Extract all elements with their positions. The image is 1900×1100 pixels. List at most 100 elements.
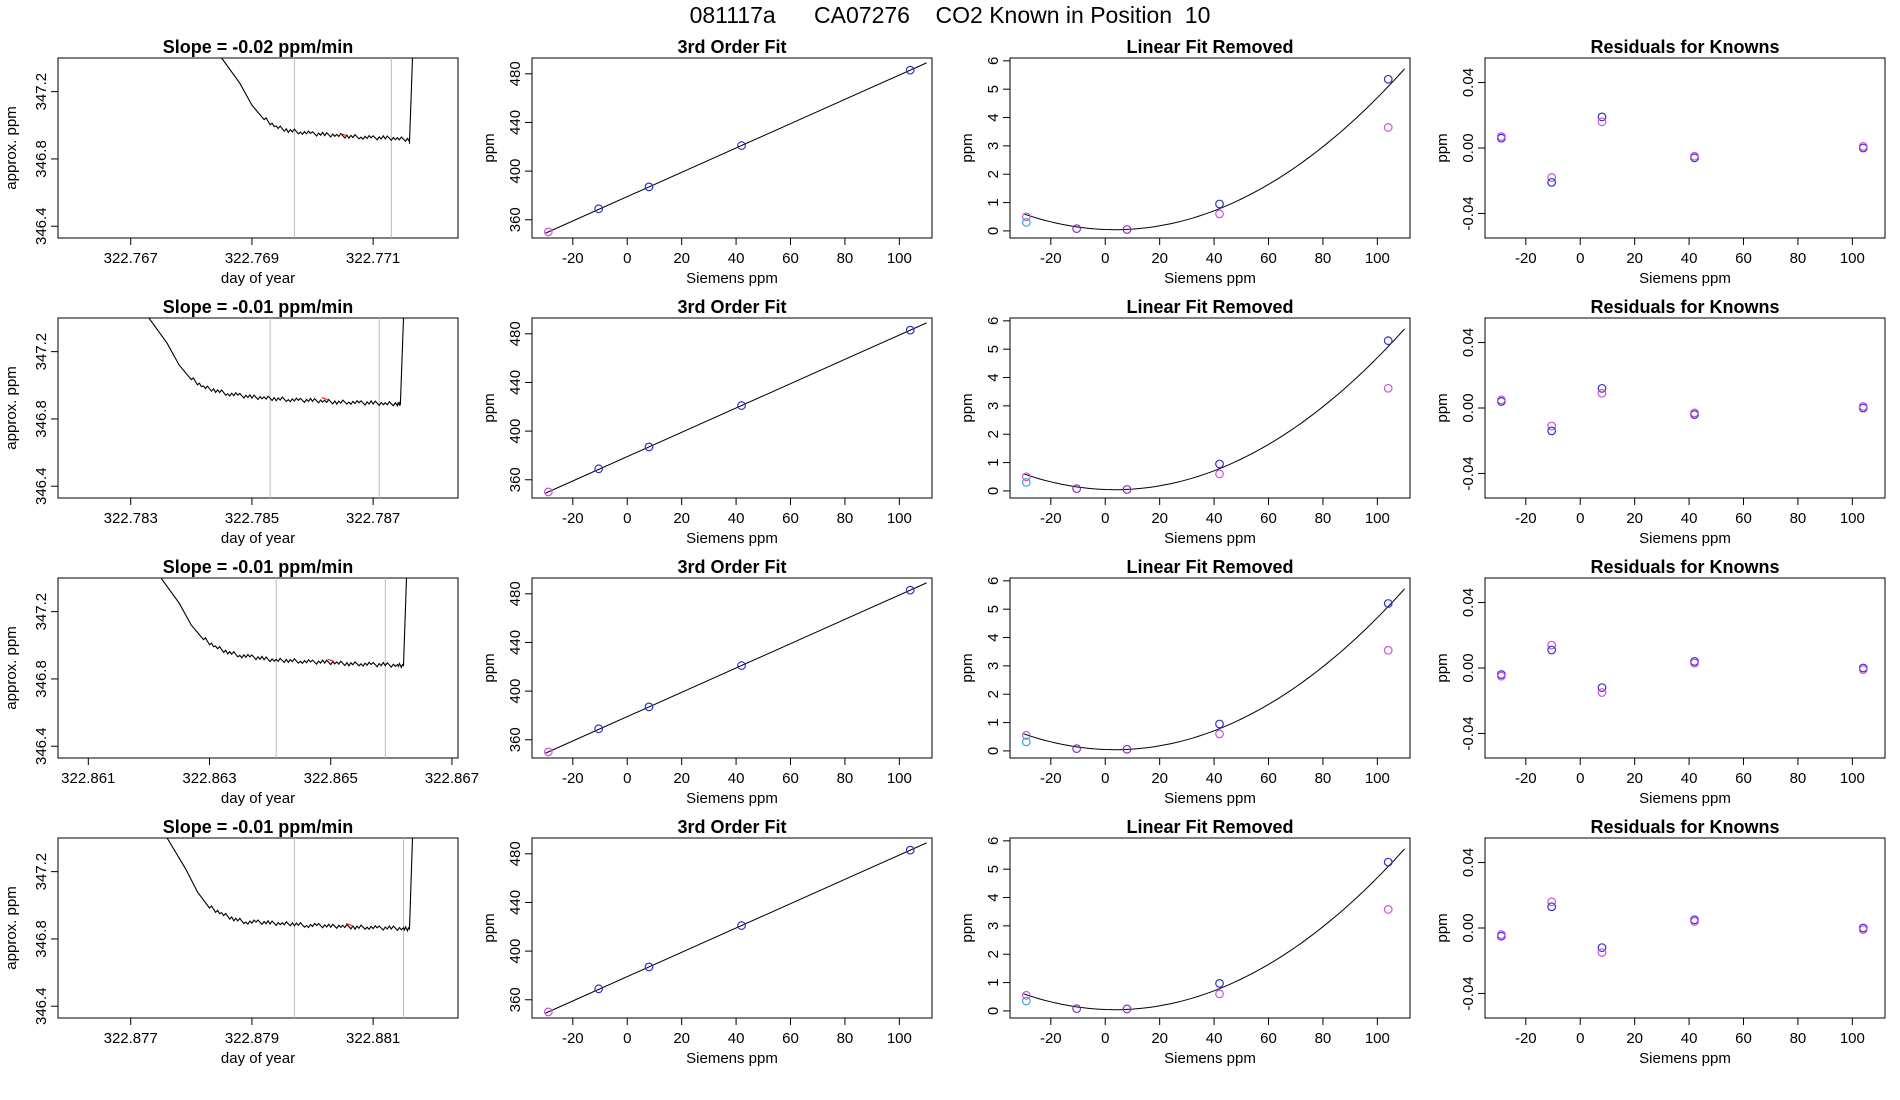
x-tick-label: -20	[1515, 250, 1537, 267]
x-tick-label: 40	[728, 1030, 745, 1047]
x-axis-label: Siemens ppm	[1639, 1050, 1731, 1067]
plot-area	[1021, 68, 1405, 234]
x-tick-label: 100	[1840, 1030, 1865, 1047]
x-tick-label: -20	[1040, 770, 1062, 787]
y-tick-label: 346.8	[33, 400, 50, 438]
y-axis-label: approx. ppm	[3, 366, 20, 449]
x-tick-label: 100	[1840, 250, 1865, 267]
plot-frame	[1484, 317, 1886, 499]
plot-area	[543, 842, 927, 1017]
y-axis-label: ppm	[1434, 133, 1451, 162]
plot-area	[1021, 328, 1405, 494]
y-tick-label: 346.4	[33, 987, 50, 1025]
x-tick-label: 40	[1206, 250, 1223, 267]
x-tick-label: 20	[1626, 250, 1643, 267]
panel-r3c4: Residuals for Knowns -20 0 20 40 60 80 100 -0.04…	[1434, 557, 1886, 807]
data-point	[1858, 401, 1868, 411]
y-tick-label: 0.00	[1460, 393, 1477, 422]
average-marker	[327, 658, 334, 662]
data-point	[1597, 948, 1607, 957]
y-axis-label: ppm	[1434, 393, 1451, 422]
x-tick-label: 80	[837, 510, 854, 527]
data-point	[1215, 459, 1224, 469]
y-axis-label: ppm	[481, 393, 498, 422]
fit-line	[545, 582, 927, 754]
y-tick-label: 6	[985, 577, 1002, 585]
x-axis-label: Siemens ppm	[686, 790, 778, 807]
panel-title: Linear Fit Removed	[1126, 297, 1293, 317]
concentration-trace	[221, 58, 414, 144]
y-tick-label: 1	[985, 198, 1002, 206]
x-tick-label: 40	[728, 250, 745, 267]
x-tick-label: -20	[562, 510, 584, 527]
x-tick-label: 60	[1260, 770, 1277, 787]
panel-title: 3rd Order Fit	[677, 297, 786, 317]
x-axis-label: day of year	[221, 1050, 295, 1067]
fit-line	[545, 62, 927, 234]
y-tick-label: 2	[985, 170, 1002, 178]
data-point	[1021, 472, 1031, 482]
panel-r1c3: Linear Fit Removed -20 0 20 40 60 80 100 0 1 2 3 4 5 6…	[959, 37, 1411, 287]
panel-r3c2: 3rd Order Fit -20 0 20 40 60 80 100 360 400 440 480…	[481, 557, 933, 807]
panel-title: Residuals for Knowns	[1590, 37, 1779, 57]
y-tick-label: 0.00	[1460, 913, 1477, 942]
x-tick-label: 100	[1365, 510, 1390, 527]
y-tick-label: 5	[985, 85, 1002, 93]
data-point	[1597, 388, 1607, 398]
x-tick-label: 60	[1735, 770, 1752, 787]
plot-frame	[1484, 577, 1886, 759]
panel-r4c2: 3rd Order Fit -20 0 20 40 60 80 100 360 400 440 480…	[481, 817, 933, 1067]
y-tick-label: 440	[507, 890, 524, 915]
y-tick-label: -0.04	[1460, 976, 1477, 1010]
data-point	[1021, 996, 1031, 1006]
data-point	[1215, 469, 1224, 479]
y-tick-label: 0	[985, 747, 1002, 755]
y-tick-label: 0.00	[1460, 133, 1477, 162]
y-tick-label: 6	[985, 837, 1002, 845]
panel-title: 3rd Order Fit	[677, 557, 786, 577]
data-point	[1021, 730, 1031, 740]
x-tick-label: 0	[623, 250, 631, 267]
x-axis-label: Siemens ppm	[1639, 790, 1731, 807]
x-axis-label: day of year	[221, 530, 295, 547]
x-tick-label: 80	[1315, 1030, 1332, 1047]
data-point	[1547, 173, 1557, 182]
x-tick-label: 100	[1365, 250, 1390, 267]
data-point	[737, 141, 746, 150]
x-tick-label: 322.863	[182, 770, 236, 787]
plot-frame	[57, 837, 459, 1019]
panel-r2c1: Slope = -0.01 ppm/min 322.783 322.785 322.7…	[3, 297, 459, 547]
y-tick-label: 4	[985, 893, 1002, 901]
panel-title: Slope = -0.01 ppm/min	[163, 297, 354, 317]
y-tick-label: 5	[985, 345, 1002, 353]
y-tick-label: 2	[985, 950, 1002, 958]
y-tick-label: -0.04	[1460, 456, 1477, 490]
fit-line	[545, 842, 927, 1014]
y-tick-label: 1	[985, 978, 1002, 986]
x-tick-label: -20	[1515, 510, 1537, 527]
x-axis-label: Siemens ppm	[1639, 270, 1731, 287]
data-point	[1597, 112, 1607, 122]
average-marker	[321, 397, 328, 401]
x-tick-label: 20	[1151, 1030, 1168, 1047]
data-point	[594, 984, 604, 994]
panel-title: Slope = -0.01 ppm/min	[163, 557, 354, 577]
y-tick-label: 346.8	[33, 920, 50, 958]
data-point	[543, 487, 553, 497]
fit-curve	[1023, 588, 1405, 751]
data-point	[737, 661, 746, 670]
data-point	[1122, 1004, 1132, 1014]
data-point	[737, 401, 746, 410]
y-tick-label: 346.4	[33, 467, 50, 505]
y-tick-label: 3	[985, 922, 1002, 930]
x-tick-label: 100	[1365, 770, 1390, 787]
data-point	[905, 65, 915, 75]
plot-area	[148, 318, 405, 498]
x-tick-label: 322.787	[346, 510, 400, 527]
data-point	[1021, 218, 1031, 227]
x-tick-label: 60	[1735, 250, 1752, 267]
data-point	[1858, 141, 1868, 151]
x-tick-label: 20	[673, 770, 690, 787]
plot-frame	[531, 57, 933, 239]
